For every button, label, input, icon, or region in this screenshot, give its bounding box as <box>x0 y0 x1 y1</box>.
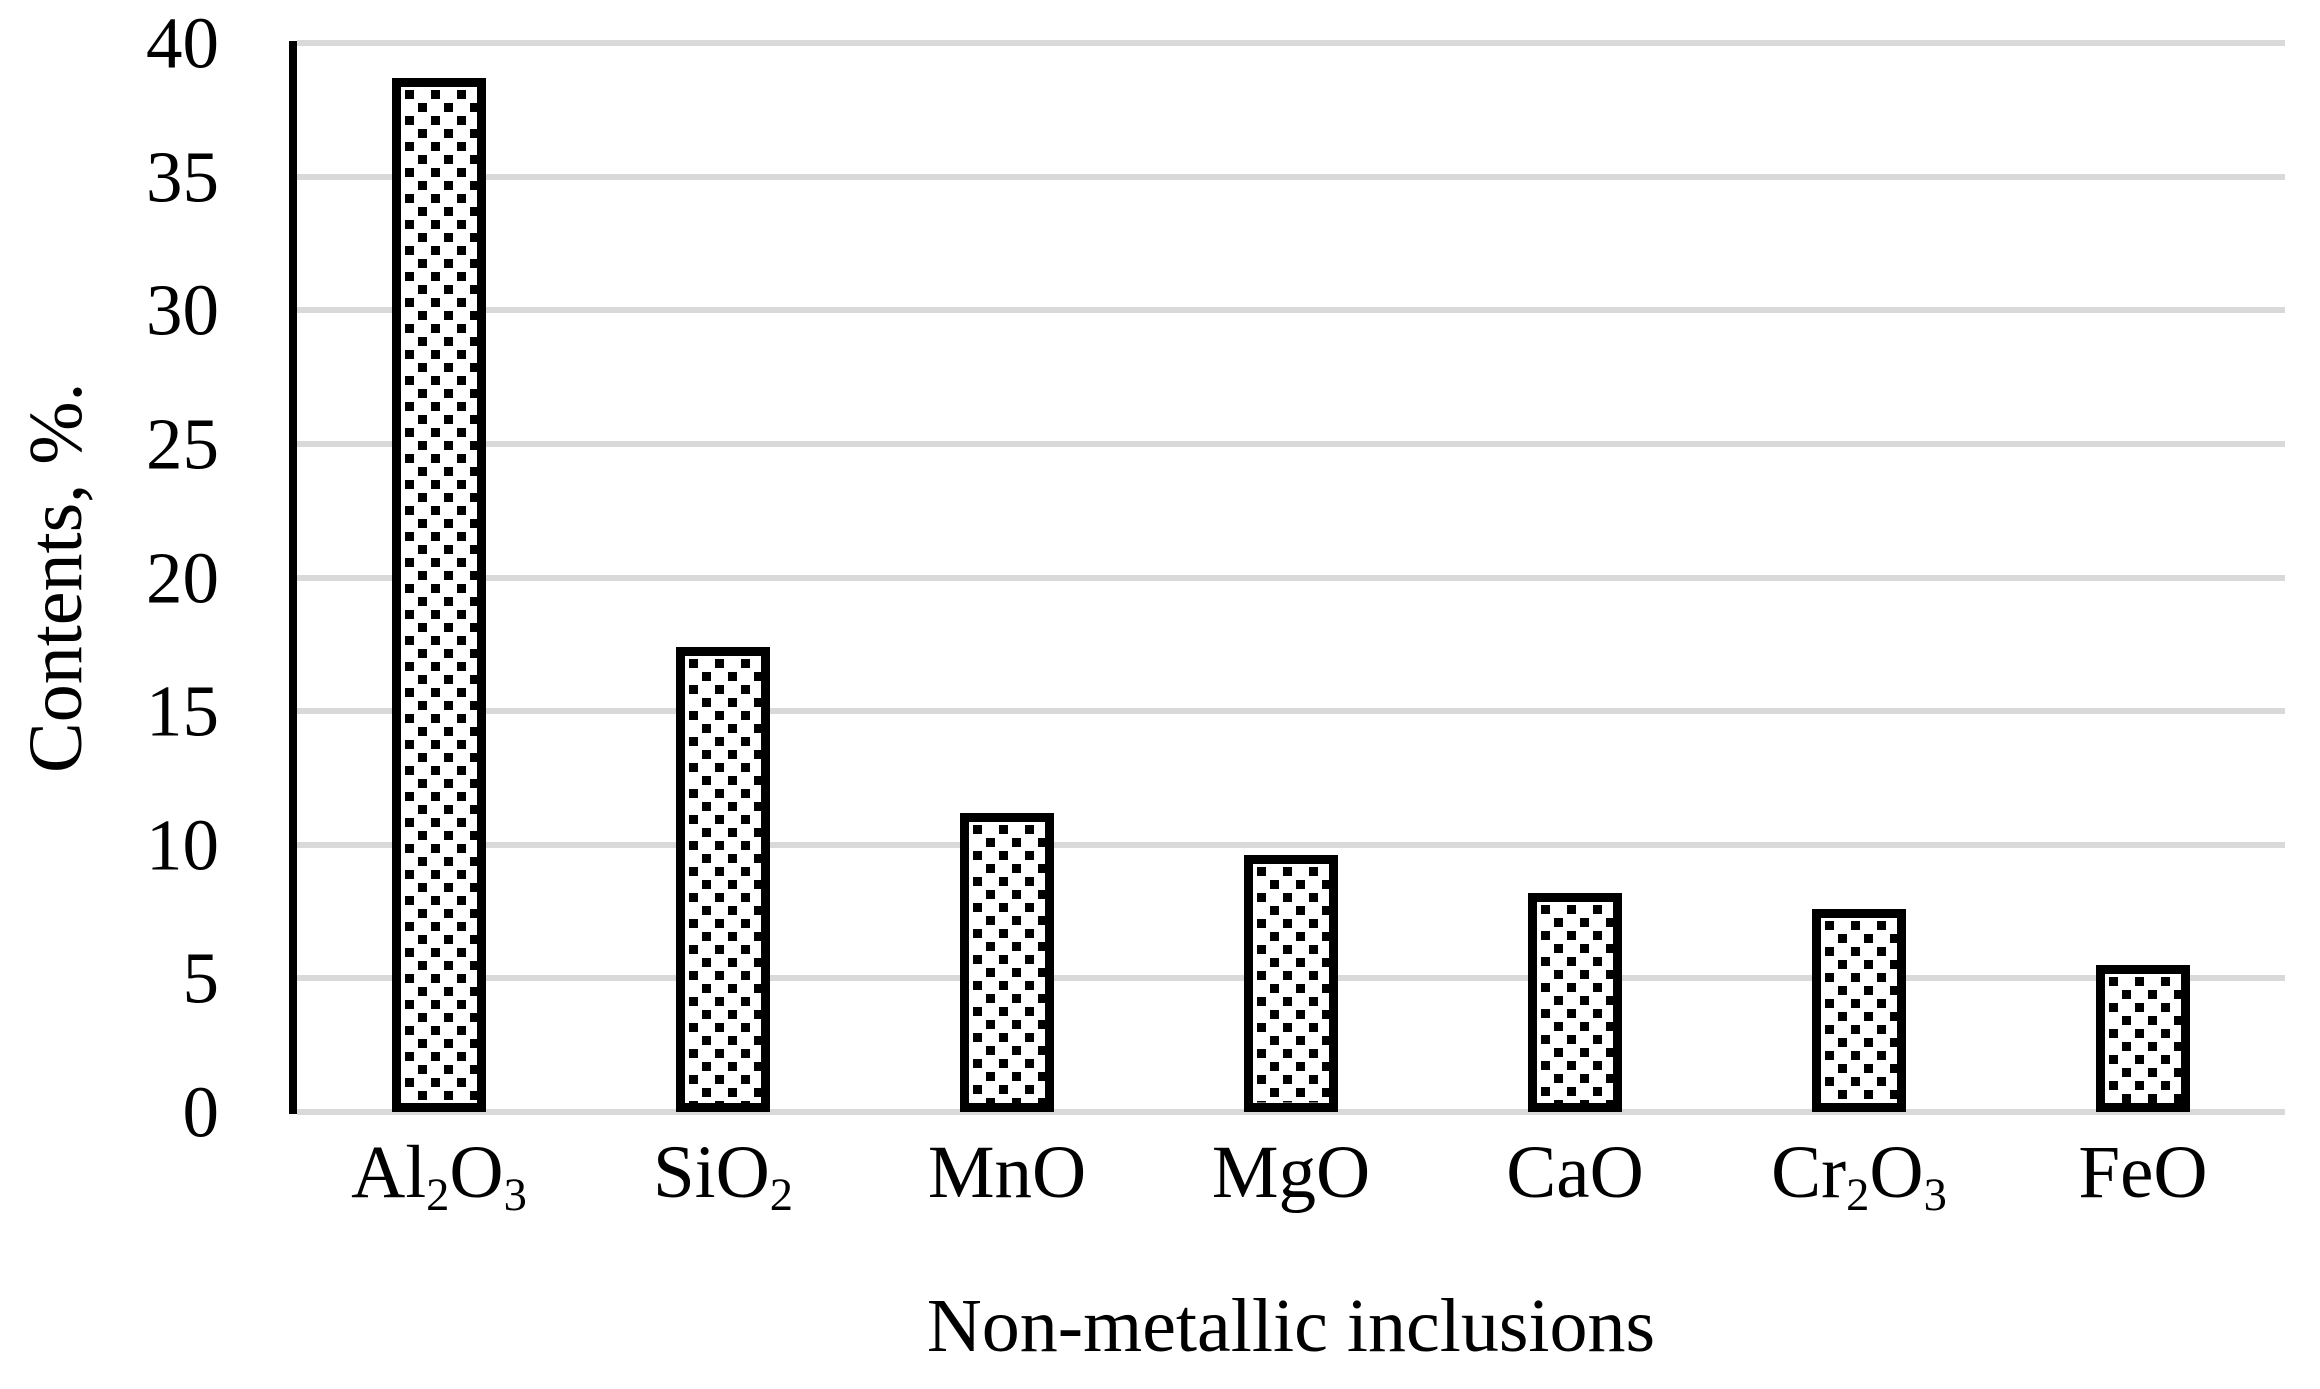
bar-slot <box>2001 43 2285 1112</box>
y-tick-label: 20 <box>146 537 219 618</box>
bar-Al₂O₃ <box>392 77 486 1112</box>
bars <box>297 43 2285 1112</box>
y-tick-labels: 0 5 10 15 20 25 30 35 40 <box>0 7 220 1149</box>
x-category-label: MnO <box>927 1131 1087 1214</box>
bar-slot <box>1149 43 1433 1112</box>
y-tick-label: 30 <box>146 269 219 351</box>
bar-slot <box>581 43 865 1112</box>
bar-MgO <box>1244 855 1338 1112</box>
bar-CaO <box>1528 892 1622 1112</box>
gridline <box>297 173 2285 180</box>
x-category-label: FeO <box>2078 1131 2208 1214</box>
y-tick-label: 25 <box>146 403 219 485</box>
y-tick-label: 40 <box>146 2 219 84</box>
y-tick-label: 35 <box>146 136 219 218</box>
plot-area: 0 5 10 15 20 25 30 35 40 <box>146 7 2285 1149</box>
gridline <box>297 708 2285 715</box>
y-tick-label: 10 <box>146 804 219 886</box>
x-category-label: MgO <box>1211 1131 1371 1214</box>
x-category-label: CaO <box>1506 1131 1644 1214</box>
x-category-label: Cr2O3 <box>1771 1131 1947 1222</box>
gridline <box>297 574 2285 581</box>
bar-slot <box>865 43 1149 1112</box>
bar-MnO <box>960 812 1054 1112</box>
x-category-label: Al2O3 <box>351 1131 527 1222</box>
y-tick-label: 0 <box>182 1071 220 1153</box>
y-tick-label: 5 <box>182 937 220 1019</box>
gridline <box>297 440 2285 447</box>
gridline <box>297 1109 2285 1115</box>
bar-SiO₂ <box>676 647 770 1112</box>
gridline <box>297 307 2285 314</box>
gridline <box>297 841 2285 848</box>
bar-slot <box>1433 43 1717 1112</box>
bar-slot <box>1717 43 2001 1112</box>
bar-FeO <box>2096 965 2190 1112</box>
bar-Cr₂O₃ <box>1812 908 1906 1112</box>
bar-slot <box>297 43 581 1112</box>
x-axis-title: Non-metallic inclusions <box>926 1284 1656 1368</box>
gridline <box>297 40 2285 46</box>
y-tick-label: 15 <box>146 670 219 752</box>
y-axis-line <box>289 41 297 1114</box>
x-category-label: SiO2 <box>653 1131 793 1222</box>
x-category-labels: Al2O3 SiO2 MnO MgO CaO Cr2O3 FeO <box>297 1130 2285 1222</box>
